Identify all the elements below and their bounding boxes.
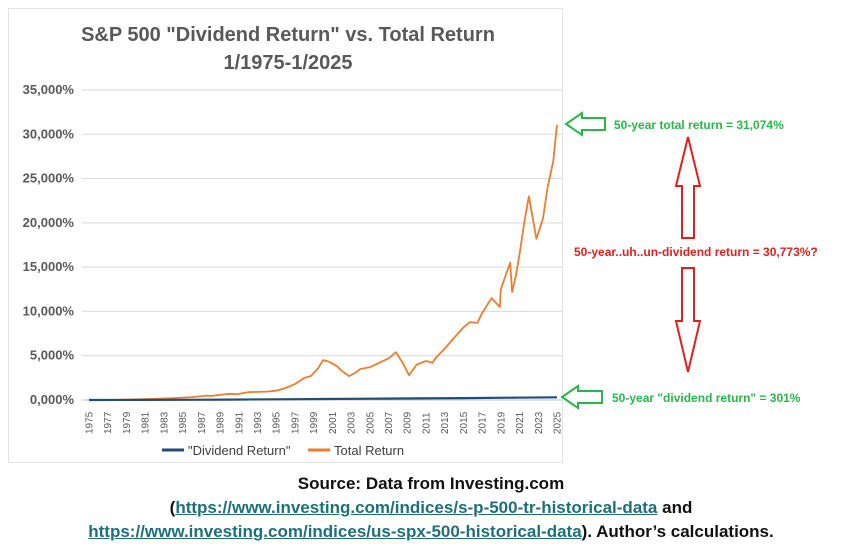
x-tick-label: 1987 — [197, 411, 208, 434]
x-tick-label: 1991 — [234, 411, 245, 434]
y-tick-label: 0,000% — [30, 392, 75, 407]
y-tick-label: 10,000% — [23, 303, 75, 318]
source-and: and — [657, 498, 693, 517]
annotation-dividend: 50-year "dividend return" = 301% — [612, 391, 801, 405]
x-tick-label: 1975 — [85, 411, 96, 434]
x-tick-label: 1995 — [272, 411, 283, 434]
red-arrow-up — [674, 136, 702, 239]
legend-label-dividend: "Dividend Return" — [188, 443, 291, 458]
source-open-paren: ( — [169, 498, 176, 517]
source-line-2: (https://www.investing.com/indices/s-p-5… — [0, 496, 862, 520]
source-note: Source: Data from Investing.com (https:/… — [0, 472, 862, 544]
x-tick-label: 2023 — [534, 411, 545, 434]
y-tick-label: 20,000% — [23, 215, 75, 230]
x-axis-ticks: 1975 1977 1979 1981 1983 1985 1987 1989 1991 1993… — [85, 411, 564, 434]
y-axis-ticks: 0,000% 5,000% 10,000% 15,000% 20,000% 25,000%… — [23, 82, 75, 407]
series-line-total-return — [88, 124, 558, 401]
chart-title: S&P 500 "Dividend Return" vs. Total Retu… — [81, 24, 495, 46]
x-tick-label: 1997 — [290, 411, 301, 434]
x-tick-label: 1977 — [103, 411, 114, 434]
legend-label-total: Total Return — [334, 443, 404, 458]
x-tick-label: 2019 — [496, 411, 507, 434]
x-tick-label: 2009 — [403, 411, 414, 434]
x-tick-label: 2021 — [515, 411, 526, 434]
x-tick-label: 2005 — [365, 411, 376, 434]
y-tick-label: 15,000% — [23, 259, 75, 274]
y-tick-label: 35,000% — [23, 82, 75, 97]
y-tick-label: 30,000% — [23, 126, 75, 141]
annotation-difference: 50-year..uh..un-dividend return = 30,773… — [574, 245, 818, 259]
annotation-total: 50-year total return = 31,074% — [614, 118, 784, 132]
x-tick-label: 2003 — [347, 411, 358, 434]
gridlines — [82, 89, 562, 401]
x-tick-label: 2017 — [478, 411, 489, 434]
green-arrow-dividend — [560, 384, 603, 410]
chart-subtitle: 1/1975-1/2025 — [223, 52, 352, 74]
x-tick-label: 2025 — [553, 411, 564, 434]
x-tick-label: 1985 — [178, 411, 189, 434]
source-tail: ). Author’s calculations. — [581, 522, 774, 541]
x-tick-label: 2007 — [384, 411, 395, 434]
x-tick-label: 1999 — [309, 411, 320, 434]
green-arrow-total — [564, 111, 606, 137]
y-tick-label: 5,000% — [30, 348, 75, 363]
source-link-spx[interactable]: https://www.investing.com/indices/us-spx… — [88, 522, 582, 541]
series-lines — [88, 124, 558, 402]
x-tick-label: 1983 — [159, 411, 170, 434]
source-line-1: Source: Data from Investing.com — [297, 474, 565, 493]
y-tick-label: 25,000% — [23, 171, 75, 186]
x-tick-label: 2013 — [440, 411, 451, 434]
x-tick-label: 1979 — [122, 411, 133, 434]
source-line-3: https://www.investing.com/indices/us-spx… — [0, 520, 862, 544]
x-tick-label: 2015 — [459, 411, 470, 434]
chart-svg: 0,000% 5,000% 10,000% 15,000% 20,000% 25,000%… — [23, 24, 818, 458]
x-tick-label: 1989 — [216, 411, 227, 434]
x-tick-label: 2001 — [328, 411, 339, 434]
series-line-dividend-return — [88, 396, 558, 402]
source-link-tr[interactable]: https://www.investing.com/indices/s-p-50… — [175, 498, 658, 517]
red-arrow-down — [674, 267, 702, 373]
x-tick-label: 1981 — [141, 411, 152, 434]
x-tick-label: 2011 — [421, 412, 432, 434]
x-tick-label: 1993 — [253, 411, 264, 434]
